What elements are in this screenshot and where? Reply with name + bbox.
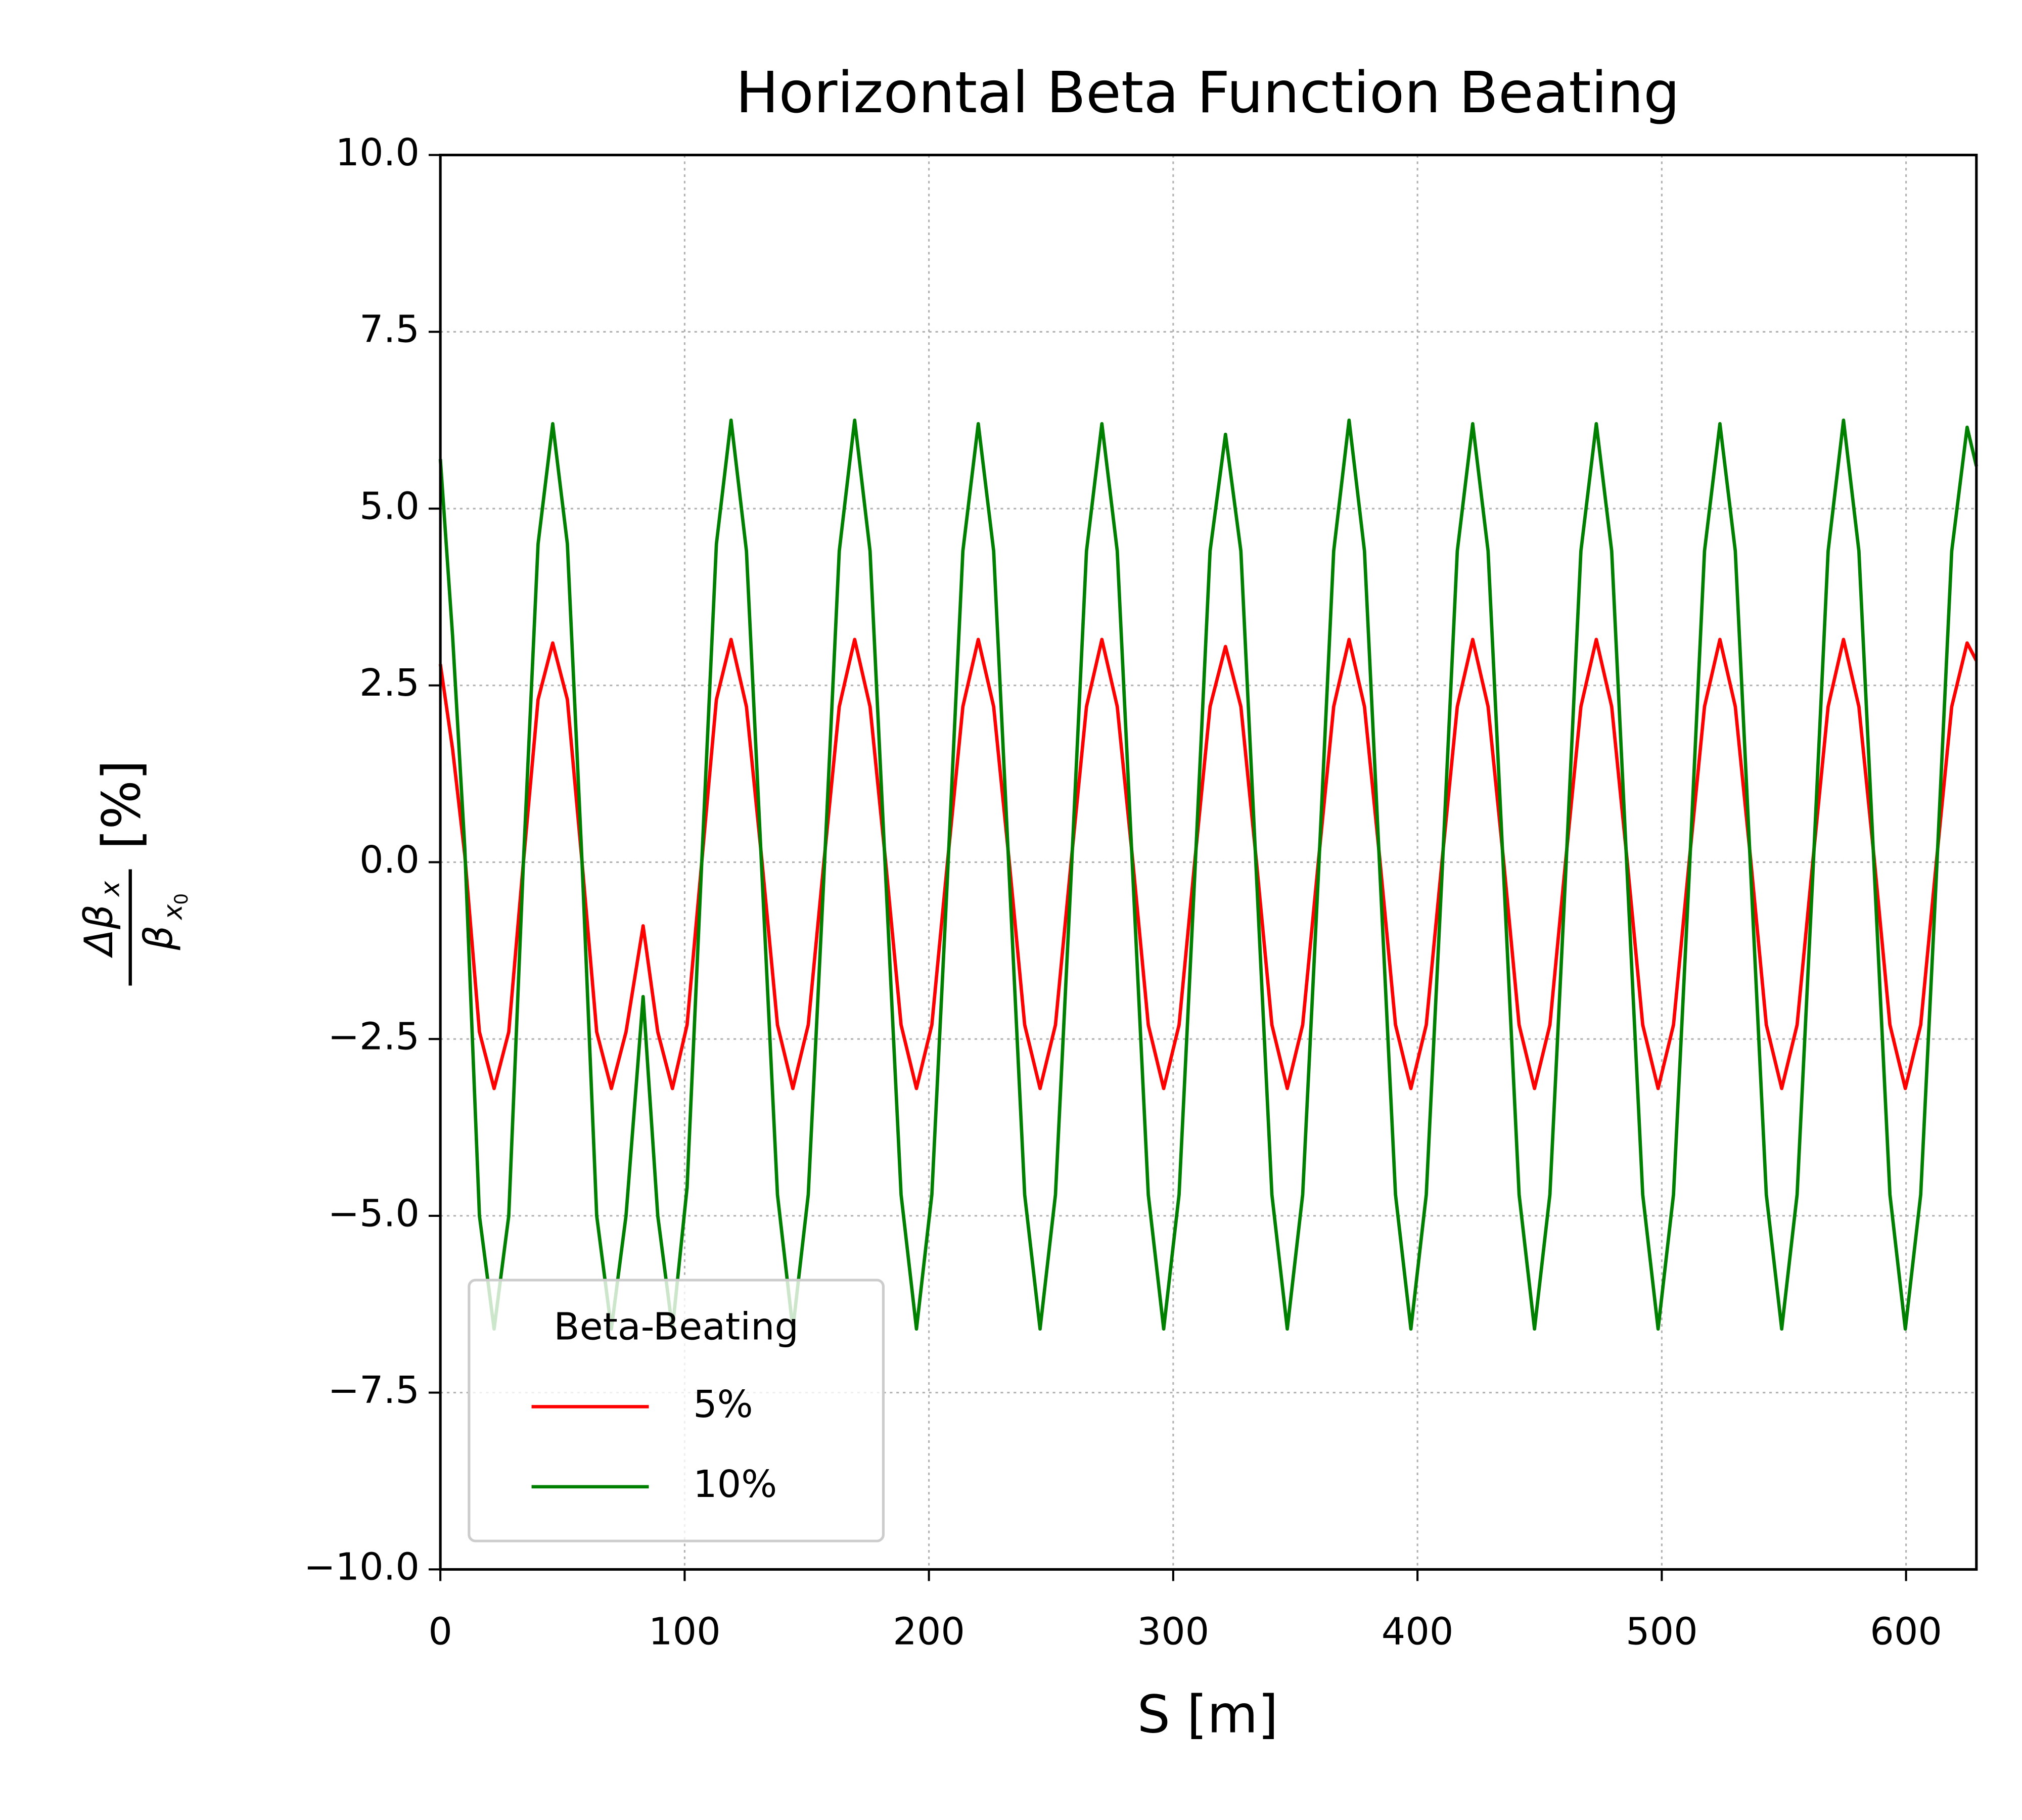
series-line [438,418,1979,1331]
x-tick-label: 100 [649,1610,721,1654]
y-tick-label: 0.0 [359,838,420,882]
x-tick-label: 0 [428,1610,452,1654]
x-tick-label: 600 [1870,1610,1942,1654]
x-tick-label: 500 [1626,1610,1698,1654]
y-tick-label: −2.5 [328,1015,419,1059]
y-label-unit: [%] [91,760,152,849]
chart-title: Horizontal Beta Function Beating [736,60,1680,126]
y-label-numerator: Δβ [77,904,122,958]
y-label-denominator: β [136,925,181,950]
y-tick-label: −10.0 [304,1545,420,1589]
y-label-denominator-sub: x [158,904,188,921]
legend-title: Beta-Beating [554,1305,799,1349]
y-tick-label: −5.0 [328,1192,419,1236]
y-label-denominator-subsub: 0 [171,893,192,905]
legend: Beta-Beating 5% 10% [468,1279,885,1542]
x-tick-label: 200 [893,1610,965,1654]
y-tick-label: 2.5 [359,661,420,705]
x-tick-label: 300 [1137,1610,1210,1654]
y-tick-label: −7.5 [328,1368,419,1412]
y-tick-label: 7.5 [359,307,420,351]
y-tick-label: 5.0 [359,484,420,528]
x-tick-label: 400 [1382,1610,1454,1654]
y-label-numerator-sub: x [96,881,126,897]
y-tick-label: 10.0 [336,130,420,174]
legend-label: 10% [693,1463,777,1507]
y-axis-label: Δβ x β x 0 [%] [77,760,192,986]
x-axis-label: S [m] [1137,1685,1278,1745]
legend-box [468,1279,885,1542]
series-line [438,638,1978,1090]
legend-label: 5% [693,1382,753,1426]
plot-frame [439,154,1978,1571]
